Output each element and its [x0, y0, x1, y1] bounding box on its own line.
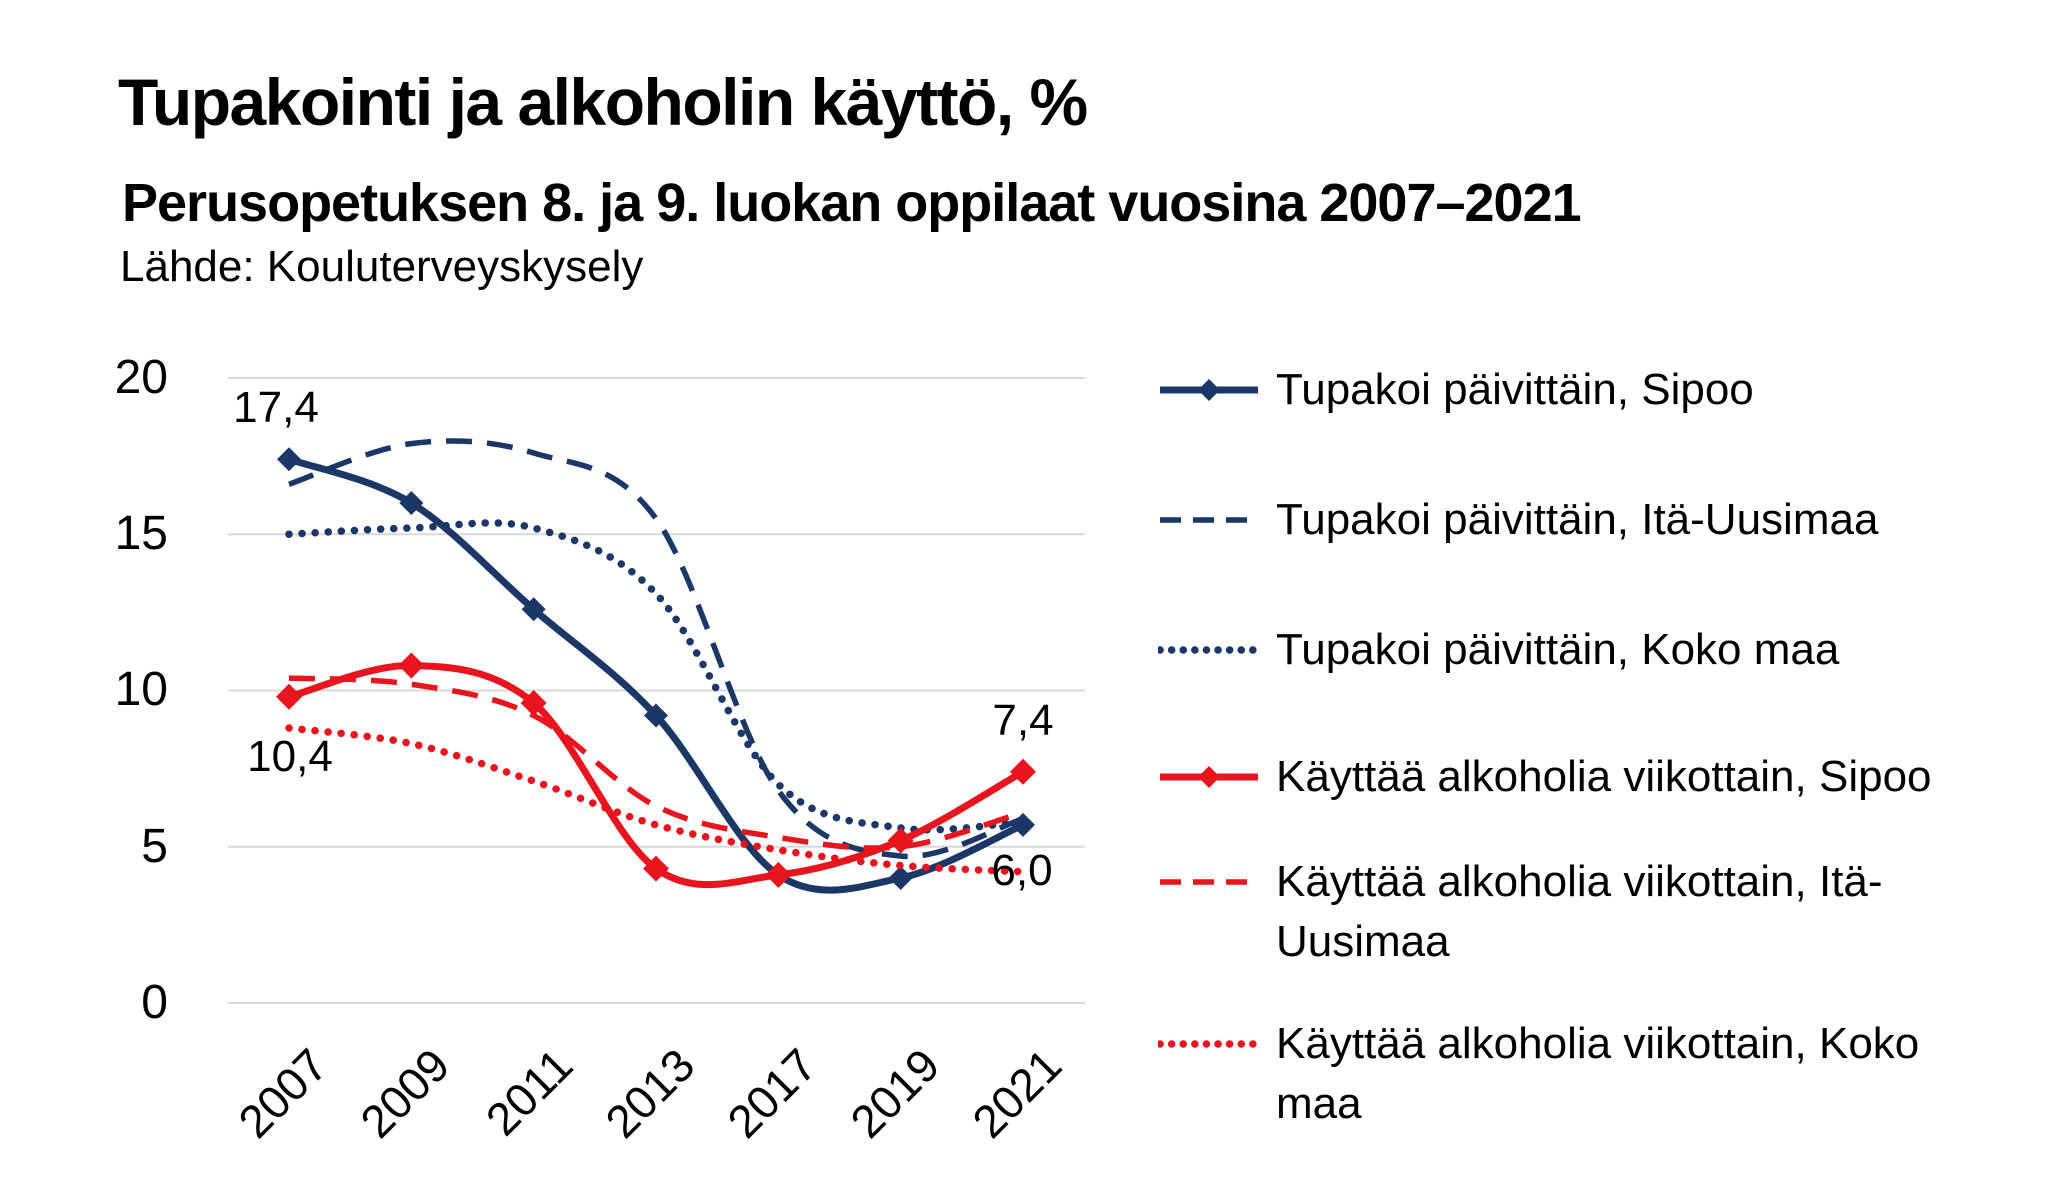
marker-3-1 — [398, 652, 425, 679]
marker-0-6 — [1010, 812, 1035, 837]
y-tick-15: 15 — [114, 507, 168, 560]
legend-line-sample-solid-red — [1158, 747, 1260, 807]
marker-3-5 — [887, 827, 914, 854]
legend-sample-svg — [1156, 1040, 1262, 1048]
legend-label: Tupakoi päivittäin, Koko maa — [1276, 625, 1840, 674]
legend-label: Tupakoi päivittäin, Sipoo — [1276, 365, 1754, 414]
legend-sample-svg — [1160, 517, 1258, 523]
gridlines — [228, 377, 1085, 1004]
series-line-1 — [288, 438, 1024, 860]
legend-label: Käyttää alkoholia viikottain, Itä- Uusima… — [1276, 857, 1883, 966]
legend-sample-svg — [1160, 766, 1258, 788]
legend-line-sample-dotted-navy — [1156, 620, 1262, 680]
marker-0-5 — [888, 866, 913, 890]
marker-0-0 — [277, 447, 301, 472]
chart-subtitle: Perusopetuksen 8. ja 9. luokan oppilaat … — [122, 173, 1582, 233]
legend-label: Käyttää alkoholia viikottain, Sipoo — [1276, 752, 1932, 801]
y-tick-5: 5 — [141, 820, 168, 873]
y-tick-20: 20 — [114, 351, 168, 404]
series-3 — [276, 652, 1036, 889]
series-5 — [285, 724, 1027, 876]
y-tick-10: 10 — [114, 663, 168, 716]
legend-line-sample-dashed-navy — [1158, 490, 1260, 550]
legend-sample-svg — [1160, 379, 1258, 401]
legend-line-sample-solid-navy — [1158, 360, 1260, 420]
marker-3-4 — [765, 861, 792, 888]
series-line-5 — [285, 724, 1027, 876]
marker-0-1 — [399, 491, 424, 515]
data-label-start-smoking: 17,4 — [233, 383, 319, 432]
legend-label: Käyttää alkoholia viikottain, Koko maa — [1276, 1019, 1920, 1128]
data-label-end-smoking: 6,0 — [991, 846, 1053, 895]
marker-3-0 — [276, 683, 302, 710]
series-2 — [285, 519, 1027, 834]
legend-line-sample-dashed-red — [1158, 852, 1260, 912]
data-label-end-alcohol: 7,4 — [992, 696, 1054, 745]
marker-3-3 — [642, 855, 669, 882]
legend-label: Tupakoi päivittäin, Itä-Uusimaa — [1276, 495, 1879, 544]
series-1 — [288, 438, 1024, 860]
marker-0-3 — [643, 703, 668, 728]
legend-sample-diamond — [1198, 766, 1220, 788]
marker-3-2 — [520, 690, 547, 716]
legend-sample-svg — [1160, 879, 1258, 885]
page-title: Tupakointi ja alkoholin käyttö, % — [118, 65, 1088, 139]
y-tick-0: 0 — [141, 976, 168, 1029]
source-note: Lähde: Kouluterveyskysely — [120, 242, 644, 291]
marker-3-6 — [1009, 758, 1036, 785]
legend-line-sample-dotted-red — [1156, 1014, 1262, 1074]
data-label-start-alcohol: 10,4 — [247, 732, 333, 781]
series-line-3 — [288, 661, 1025, 889]
legend-sample-svg — [1156, 646, 1262, 654]
legend-sample-diamond — [1198, 379, 1220, 401]
marker-0-2 — [521, 597, 546, 622]
series-line-2 — [285, 519, 1027, 834]
